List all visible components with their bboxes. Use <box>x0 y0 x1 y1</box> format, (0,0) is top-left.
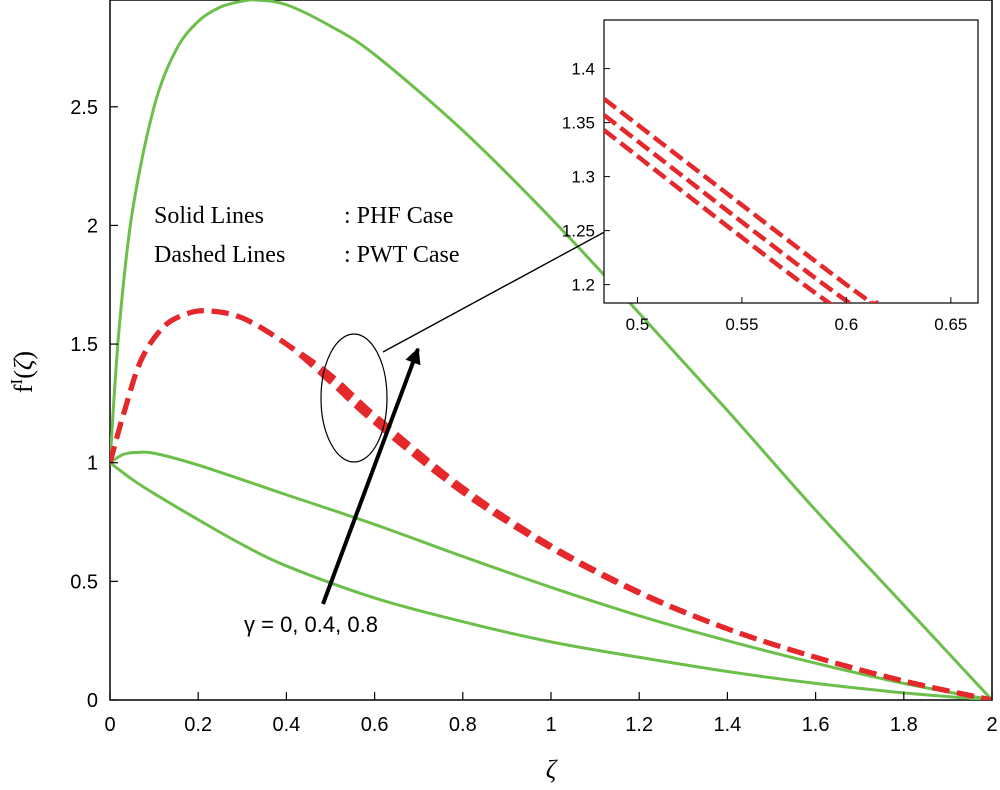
highlight-ellipse <box>320 333 388 463</box>
inset-x-ticks: 0.5 0.55 0.6 0.65 <box>626 297 967 334</box>
inset-y-tick-label: 1.2 <box>571 276 595 295</box>
inset-dashed-series-line-1 <box>604 128 874 303</box>
y-tick-label: 0 <box>87 690 98 712</box>
legend-key-solid: Solid Lines <box>154 203 264 229</box>
main-x-ticks: 0 0.2 0.4 0.6 0.8 1 1.2 1.4 1.6 1.8 2 <box>104 692 998 736</box>
legend-text: Solid Lines : PHF Case Dashed Lines : PW… <box>154 203 460 268</box>
legend-value-solid: : PHF Case <box>344 203 453 229</box>
y-tick-label: 2 <box>87 215 98 237</box>
solid-series-line-3 <box>110 0 992 700</box>
inset-x-tick-label: 0.65 <box>934 315 967 334</box>
inset-y-ticks: 1.2 1.25 1.3 1.35 1.4 <box>562 60 610 295</box>
y-tick-label: 0.5 <box>70 571 98 593</box>
x-tick-label: 1.4 <box>713 714 741 736</box>
y-tick-label: 2.5 <box>70 97 98 119</box>
x-tick-label: 1.2 <box>625 714 653 736</box>
y-tick-label: 1.5 <box>70 334 98 356</box>
gamma-arrow <box>321 347 421 605</box>
inset-x-tick-label: 0.6 <box>835 315 859 334</box>
x-tick-label: 0 <box>104 714 115 736</box>
main-y-ticks: 0 0.5 1 1.5 2 2.5 <box>70 97 118 712</box>
solid-series-line-2 <box>110 450 992 700</box>
inset-y-tick-label: 1.25 <box>562 222 595 241</box>
x-tick-label: 0.6 <box>361 714 389 736</box>
x-tick-label: 0.4 <box>272 714 300 736</box>
inset-y-tick-label: 1.35 <box>562 114 595 133</box>
legend-value-dashed: : PWT Case <box>344 242 460 268</box>
x-tick-label: 1.8 <box>890 714 918 736</box>
x-tick-label: 0.2 <box>184 714 212 736</box>
inset-x-tick-label: 0.55 <box>725 315 758 334</box>
main-plot: 0 0.2 0.4 0.6 0.8 1 1.2 1.4 1.6 1.8 2 0 0.5 1 1.5 2 2.5… <box>7 0 998 784</box>
inset-dashed-series-line-3 <box>604 97 880 303</box>
x-tick-label: 2 <box>986 714 997 736</box>
inset-plot: 0.5 0.55 0.6 0.65 1.2 1.25 1.3 1.35 1.4 <box>562 19 979 334</box>
main-series <box>110 0 992 700</box>
inset-y-tick-label: 1.3 <box>571 168 595 187</box>
dashed-series-line-6 <box>110 308 992 700</box>
inset-series <box>604 97 880 303</box>
gamma-label: γ = 0, 0.4, 0.8 <box>244 612 378 637</box>
x-tick-label: 1.6 <box>802 714 830 736</box>
solid-series-line-1 <box>110 461 992 700</box>
x-axis-label: ζ <box>546 755 558 784</box>
annotations: γ = 0, 0.4, 0.8 <box>244 202 659 637</box>
legend-key-dashed: Dashed Lines <box>154 242 285 268</box>
inset-y-tick-label: 1.4 <box>571 60 595 79</box>
y-axis-label: fI(ζ) <box>7 351 38 393</box>
inset-x-tick-label: 0.5 <box>626 315 650 334</box>
x-tick-label: 1 <box>545 714 556 736</box>
y-tick-label: 1 <box>87 453 98 475</box>
x-tick-label: 0.8 <box>449 714 477 736</box>
